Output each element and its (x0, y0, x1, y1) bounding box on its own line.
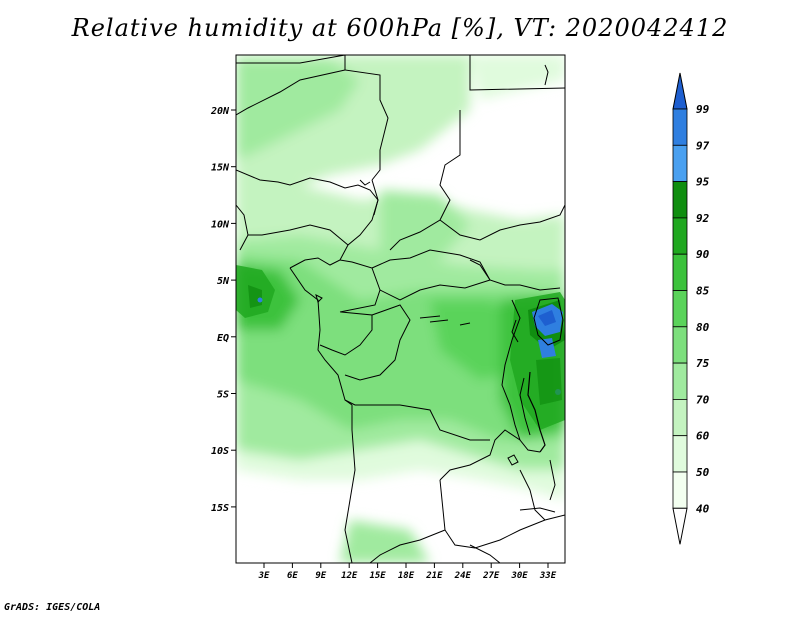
colorbar-label: 85 (696, 285, 710, 298)
lon-label: 12E (341, 571, 358, 581)
lon-label: 30E (510, 571, 528, 581)
colorbar-segment (672, 144, 688, 183)
lon-label: 24E (454, 571, 472, 581)
lon-label: 27E (482, 571, 500, 581)
lat-label: 20N (210, 106, 230, 117)
colorbar-segment (672, 217, 688, 255)
lat-label: 5S (217, 390, 229, 401)
latitude-axis: 20N 15N 10N 5N EQ 5S 10S 15S (210, 106, 236, 514)
colorbar-top-arrow (672, 72, 688, 110)
country-borders (236, 55, 565, 563)
colorbar-label: 90 (696, 248, 710, 261)
lon-label: 3E (258, 571, 270, 581)
colorbar-label: 50 (696, 466, 710, 479)
colorbar-segment (672, 362, 688, 400)
colorbar-bottom-arrow (672, 507, 688, 545)
colorbar-label: 97 (696, 139, 710, 152)
lon-label: 9E (315, 571, 326, 581)
lat-label: 5N (217, 276, 230, 287)
colorbar-label: 99 (696, 103, 710, 116)
map-title: Relative humidity at 600hPa [%], VT: 202… (71, 14, 729, 42)
lat-label: 10S (211, 446, 229, 457)
colorbar-label: 75 (696, 357, 710, 370)
grads-credit: GrADS: IGES/COLA (4, 602, 101, 613)
colorbar-segment (672, 181, 688, 219)
colorbar-label: 70 (696, 393, 710, 406)
colorbar: 99 97 95 92 90 85 80 75 70 60 50 40 (672, 72, 710, 545)
colorbar-segment (672, 326, 688, 364)
colorbar-label: 40 (696, 502, 710, 515)
lon-label: 33E (539, 571, 557, 581)
colorbar-segment (672, 471, 688, 509)
longitude-axis: 3E 6E 9E 12E 15E 18E 21E 24E 27E 30E 33E (258, 563, 557, 581)
lat-label: 10N (211, 219, 230, 230)
lat-label: 15S (211, 503, 229, 514)
colorbar-segment (672, 290, 688, 328)
colorbar-segment (672, 253, 688, 291)
colorbar-label: 92 (696, 212, 710, 225)
lat-label: EQ (217, 333, 229, 344)
colorbar-label: 60 (696, 430, 710, 443)
colorbar-segment (672, 108, 688, 146)
map-frame (235, 54, 566, 564)
colorbar-segment (672, 398, 688, 437)
lat-label: 15N (211, 163, 230, 174)
lon-label: 21E (425, 571, 443, 581)
lon-label: 18E (398, 571, 415, 581)
colorbar-segment (672, 435, 688, 473)
humidity-field (236, 55, 565, 563)
colorbar-label: 95 (696, 176, 710, 189)
colorbar-label: 80 (696, 321, 710, 334)
lon-label: 6E (287, 571, 298, 581)
lon-label: 15E (369, 571, 386, 581)
